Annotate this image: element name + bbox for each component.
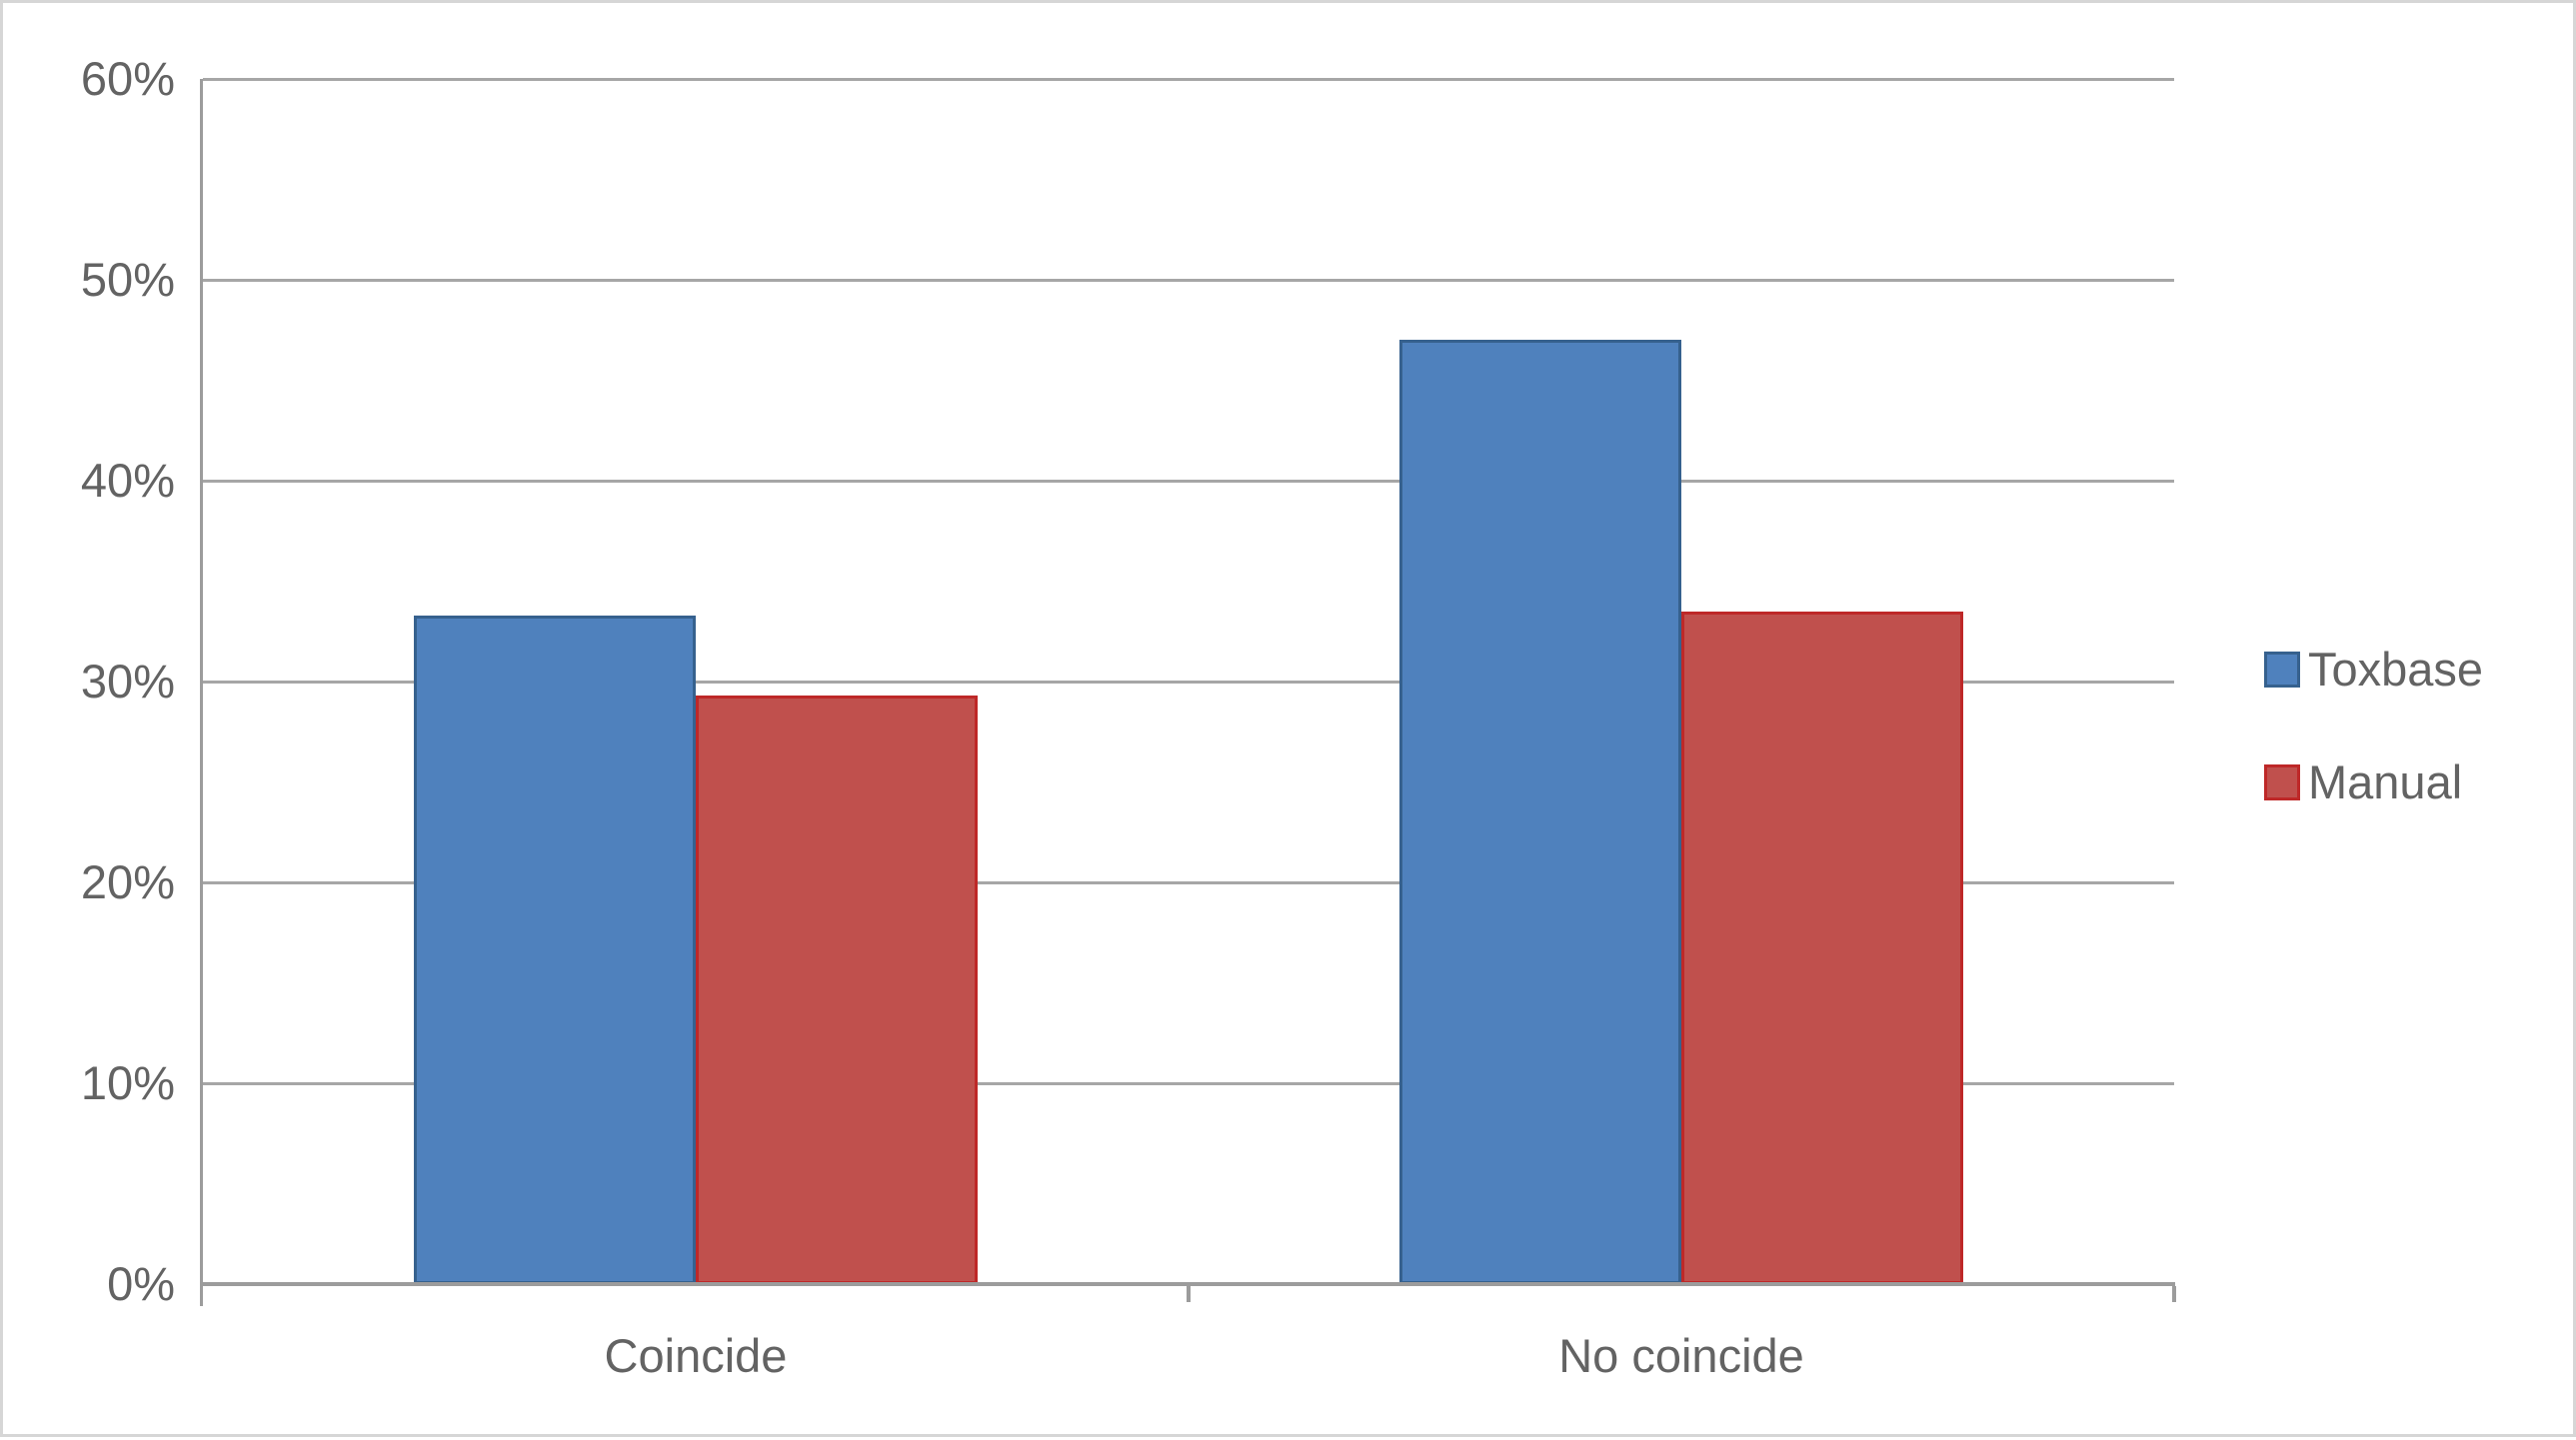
y-axis-line	[200, 79, 203, 1306]
legend-label-toxbase: Toxbase	[2308, 643, 2484, 696]
gridline-30	[203, 681, 2174, 684]
bar-manual-1	[1681, 612, 1963, 1284]
gridline-10	[203, 1082, 2174, 1085]
plot-area: 0% 10% 20% 30% 40% 50% 60% Coincide No coincide	[3, 3, 2576, 1440]
x-axis-boundary-tick-1	[1187, 1286, 1191, 1302]
y-tick-label-10: 10%	[80, 1056, 175, 1109]
bar-toxbase-1	[1399, 340, 1681, 1284]
gridline-50	[203, 279, 2174, 282]
legend-swatch-manual-icon	[2264, 764, 2300, 800]
gridline-20	[203, 881, 2174, 884]
y-tick-label-0: 0%	[107, 1257, 175, 1310]
legend-item-toxbase: Toxbase	[2264, 644, 2483, 696]
gridline-60	[203, 78, 2174, 81]
y-tick-label-20: 20%	[80, 855, 175, 908]
x-axis-line	[200, 1282, 2175, 1286]
legend: Toxbase Manual	[2264, 644, 2483, 869]
legend-label-manual: Manual	[2308, 755, 2463, 808]
bar-manual-0	[696, 696, 978, 1284]
y-tick-label-60: 60%	[80, 52, 175, 105]
legend-swatch-toxbase-icon	[2264, 652, 2300, 688]
x-category-label-0: Coincide	[604, 1329, 788, 1382]
y-tick-label-30: 30%	[80, 655, 175, 708]
x-category-label-1: No coincide	[1558, 1329, 1804, 1382]
legend-item-manual: Manual	[2264, 756, 2483, 808]
y-tick-label-50: 50%	[80, 253, 175, 306]
gridline-40	[203, 480, 2174, 483]
x-axis-boundary-tick-2	[2172, 1286, 2176, 1302]
y-tick-label-40: 40%	[80, 454, 175, 507]
bar-toxbase-0	[414, 616, 696, 1284]
